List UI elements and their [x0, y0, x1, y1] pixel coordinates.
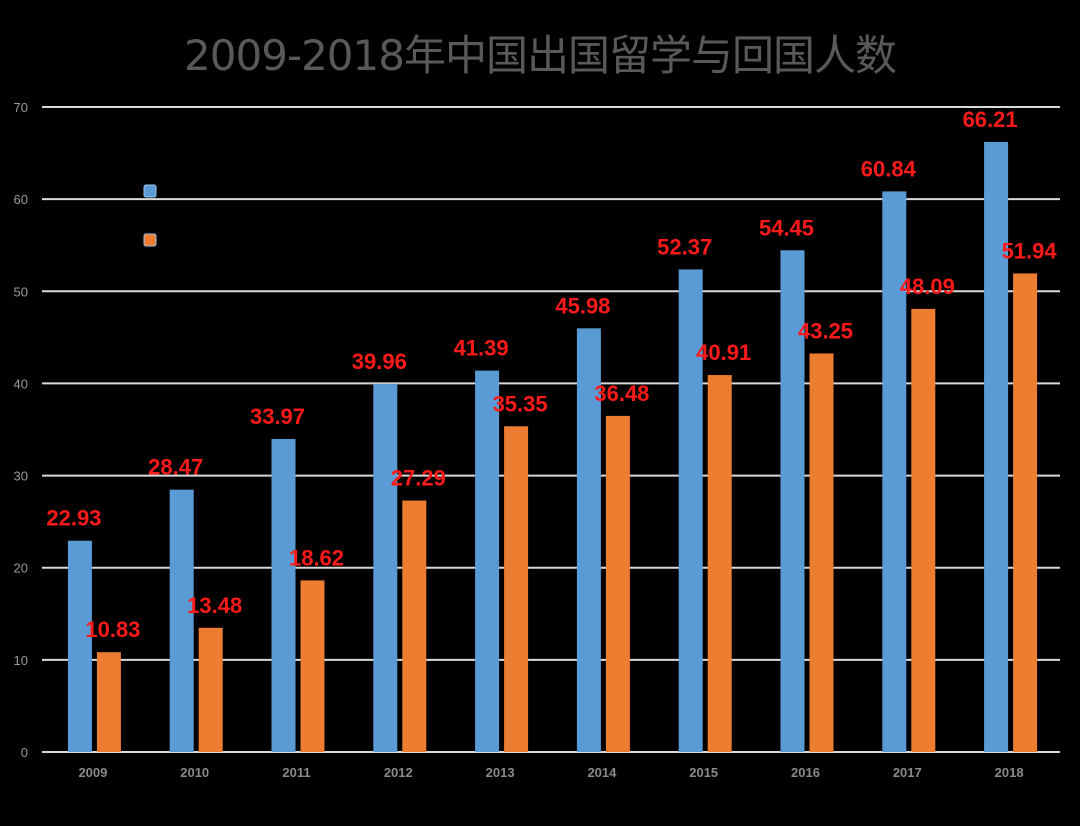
bars [67, 141, 1038, 753]
x-tick-label: 2012 [384, 765, 413, 780]
data-label: 40.91 [696, 340, 751, 365]
data-label: 18.62 [289, 545, 344, 570]
data-label: 51.94 [1002, 238, 1058, 263]
data-label: 66.21 [963, 107, 1018, 132]
data-label: 28.47 [148, 455, 203, 480]
data-label: 45.98 [555, 293, 610, 318]
bar-series-1 [576, 328, 601, 752]
y-tick-label: 0 [21, 745, 28, 760]
bar-series-2 [1013, 273, 1038, 752]
x-tick-label: 2015 [689, 765, 718, 780]
bar-series-1 [475, 370, 500, 752]
x-tick-label: 2018 [995, 765, 1024, 780]
bar-series-2 [707, 375, 732, 752]
gridlines [42, 106, 1060, 753]
bar-series-1 [67, 540, 92, 752]
y-axis-ticks: 0 10 20 30 40 50 60 70 [14, 100, 28, 760]
data-label: 10.83 [85, 617, 140, 642]
bar-series-2 [96, 652, 121, 752]
y-tick-label: 20 [14, 561, 28, 576]
y-tick-label: 30 [14, 469, 28, 484]
data-label: 52.37 [657, 234, 712, 259]
x-axis-ticks: 2009 2010 2011 2012 2013 2014 2015 2016 2017 2018 [78, 765, 1023, 780]
data-label: 54.45 [759, 215, 814, 240]
x-tick-label: 2017 [893, 765, 922, 780]
x-tick-label: 2016 [791, 765, 820, 780]
bar-series-2 [605, 415, 630, 752]
y-tick-label: 10 [14, 653, 28, 668]
chart-title: 2009-2018年中国出国留学与回国人数 [184, 31, 897, 80]
bar-series-1 [678, 269, 703, 752]
bar-series-2 [911, 308, 936, 752]
data-label: 39.96 [352, 349, 407, 374]
bar-series-2 [504, 426, 529, 752]
data-label: 48.09 [900, 274, 955, 299]
x-tick-label: 2010 [180, 765, 209, 780]
bar-series-2 [300, 580, 325, 752]
legend-marker [143, 184, 157, 198]
y-tick-label: 60 [14, 192, 28, 207]
bar-series-1 [984, 141, 1009, 753]
x-tick-label: 2013 [486, 765, 515, 780]
bar-series-1 [373, 383, 398, 752]
bar-series-2 [402, 500, 427, 752]
data-label: 43.25 [798, 318, 853, 343]
data-label: 13.48 [187, 593, 242, 618]
x-tick-label: 2011 [282, 765, 310, 780]
bar-series-1 [882, 191, 907, 753]
y-tick-label: 40 [14, 376, 28, 391]
bar-series-2 [809, 353, 834, 752]
x-tick-label: 2014 [587, 765, 617, 780]
bar-series-1 [169, 489, 194, 752]
data-label: 35.35 [493, 391, 548, 416]
legend [143, 184, 157, 247]
y-tick-label: 50 [14, 284, 28, 299]
data-label: 33.97 [250, 404, 305, 429]
bar-series-1 [780, 250, 805, 752]
data-labels: 22.93 28.47 33.97 39.96 41.39 45.98 52.37 54.45… [46, 107, 1057, 642]
y-tick-label: 70 [14, 100, 28, 115]
data-label: 41.39 [454, 336, 509, 361]
bar-series-1 [271, 438, 296, 752]
data-label: 36.48 [594, 381, 649, 406]
data-label: 22.93 [46, 506, 101, 531]
data-label: 60.84 [861, 156, 917, 181]
data-label: 27.29 [391, 466, 446, 491]
x-tick-label: 2009 [78, 765, 107, 780]
legend-marker [143, 233, 157, 247]
bar-series-2 [198, 627, 223, 752]
